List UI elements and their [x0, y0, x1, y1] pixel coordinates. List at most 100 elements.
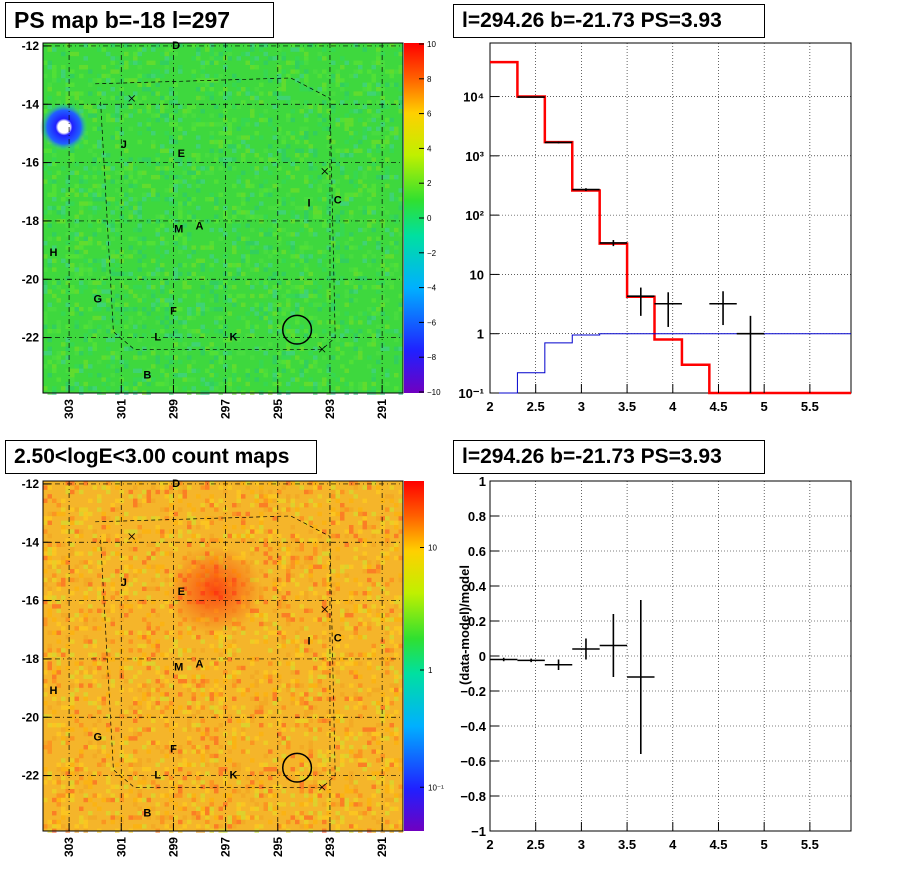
- map-cell: [281, 643, 286, 649]
- map-cell: [74, 533, 79, 539]
- map-cell: [79, 617, 84, 622]
- map-cell: [61, 613, 66, 618]
- map-cell: [344, 241, 349, 246]
- map-cell: [317, 104, 322, 109]
- map-cell: [380, 104, 385, 109]
- map-cell: [173, 201, 178, 206]
- map-cell: [146, 630, 151, 635]
- map-cell: [227, 648, 232, 653]
- map-cell: [223, 351, 228, 356]
- map-cell: [164, 315, 169, 321]
- map-cell: [335, 498, 340, 503]
- map-cell: [110, 219, 115, 224]
- map-cell: [169, 533, 174, 539]
- map-cell: [151, 608, 156, 613]
- map-cell: [169, 214, 174, 219]
- map-cell: [245, 241, 250, 246]
- map-cell: [110, 617, 115, 622]
- map-cell: [268, 276, 273, 281]
- map-cell: [92, 727, 97, 732]
- map-cell: [124, 302, 129, 307]
- map-cell: [133, 56, 138, 61]
- map-cell: [376, 701, 381, 706]
- map-cell: [353, 73, 358, 79]
- map-cell: [169, 630, 174, 635]
- map-cell: [313, 333, 318, 338]
- map-cell: [376, 175, 381, 180]
- map-cell: [286, 498, 291, 503]
- map-cell: [178, 489, 183, 495]
- map-cell: [142, 197, 147, 202]
- map-cell: [218, 166, 223, 171]
- map-cell: [232, 373, 237, 378]
- map-cell: [196, 47, 201, 52]
- map-cell: [268, 569, 273, 574]
- map-cell: [182, 648, 187, 653]
- map-cell: [286, 604, 291, 609]
- map-cell: [340, 166, 345, 171]
- map-cell: [398, 599, 403, 605]
- map-cell: [308, 683, 313, 688]
- map-cell: [250, 183, 255, 189]
- map-cell: [353, 661, 358, 666]
- map-cell: [385, 104, 390, 109]
- map-cell: [155, 639, 160, 644]
- map-cell: [169, 298, 174, 303]
- map-cell: [79, 529, 84, 534]
- map-cell: [286, 280, 291, 285]
- map-cell: [362, 811, 367, 816]
- map-cell: [394, 126, 399, 131]
- map-cell: [290, 285, 295, 290]
- map-cell: [106, 377, 111, 382]
- map-cell: [119, 617, 124, 622]
- map-cell: [218, 315, 223, 321]
- map-cell: [70, 692, 75, 697]
- map-cell: [299, 157, 304, 162]
- map-cell: [326, 126, 331, 131]
- map-cell: [137, 201, 142, 206]
- map-cell: [358, 731, 363, 737]
- map-cell: [263, 767, 268, 772]
- map-cell: [52, 560, 57, 565]
- map-cell: [277, 547, 282, 552]
- map-cell: [43, 516, 48, 521]
- map-cell: [232, 679, 237, 684]
- map-cell: [79, 767, 84, 772]
- map-cell: [344, 153, 349, 158]
- map-cell: [205, 815, 210, 820]
- map-cell: [308, 381, 313, 387]
- map-cell: [92, 793, 97, 798]
- map-cell: [380, 87, 385, 92]
- map-cell: [106, 78, 111, 83]
- map-cell: [110, 679, 115, 684]
- map-cell: [389, 214, 394, 219]
- map-cell: [241, 293, 246, 299]
- map-cell: [110, 819, 115, 825]
- map-cell: [70, 762, 75, 767]
- map-cell: [385, 100, 390, 105]
- map-cell: [214, 503, 219, 508]
- map-cell: [367, 197, 372, 202]
- map-cell: [385, 701, 390, 706]
- map-cell: [191, 329, 196, 334]
- map-cell: [358, 762, 363, 767]
- map-cell: [196, 276, 201, 281]
- map-cell: [272, 368, 277, 373]
- spectrum-y-tick-label: 10⁻¹: [458, 386, 484, 401]
- map-cell: [79, 307, 84, 312]
- map-cell: [362, 767, 367, 772]
- map-cell: [200, 65, 205, 70]
- map-cell: [380, 639, 385, 644]
- map-cell: [362, 498, 367, 503]
- map-cell: [214, 705, 219, 710]
- map-cell: [209, 245, 214, 250]
- map-x-tick-label: 291: [375, 399, 389, 419]
- map-cell: [304, 595, 309, 600]
- map-cell: [92, 166, 97, 171]
- map-cell: [335, 547, 340, 552]
- map-cell: [106, 175, 111, 180]
- map-cell: [169, 157, 174, 162]
- map-cell: [70, 232, 75, 237]
- map-cell: [313, 802, 318, 807]
